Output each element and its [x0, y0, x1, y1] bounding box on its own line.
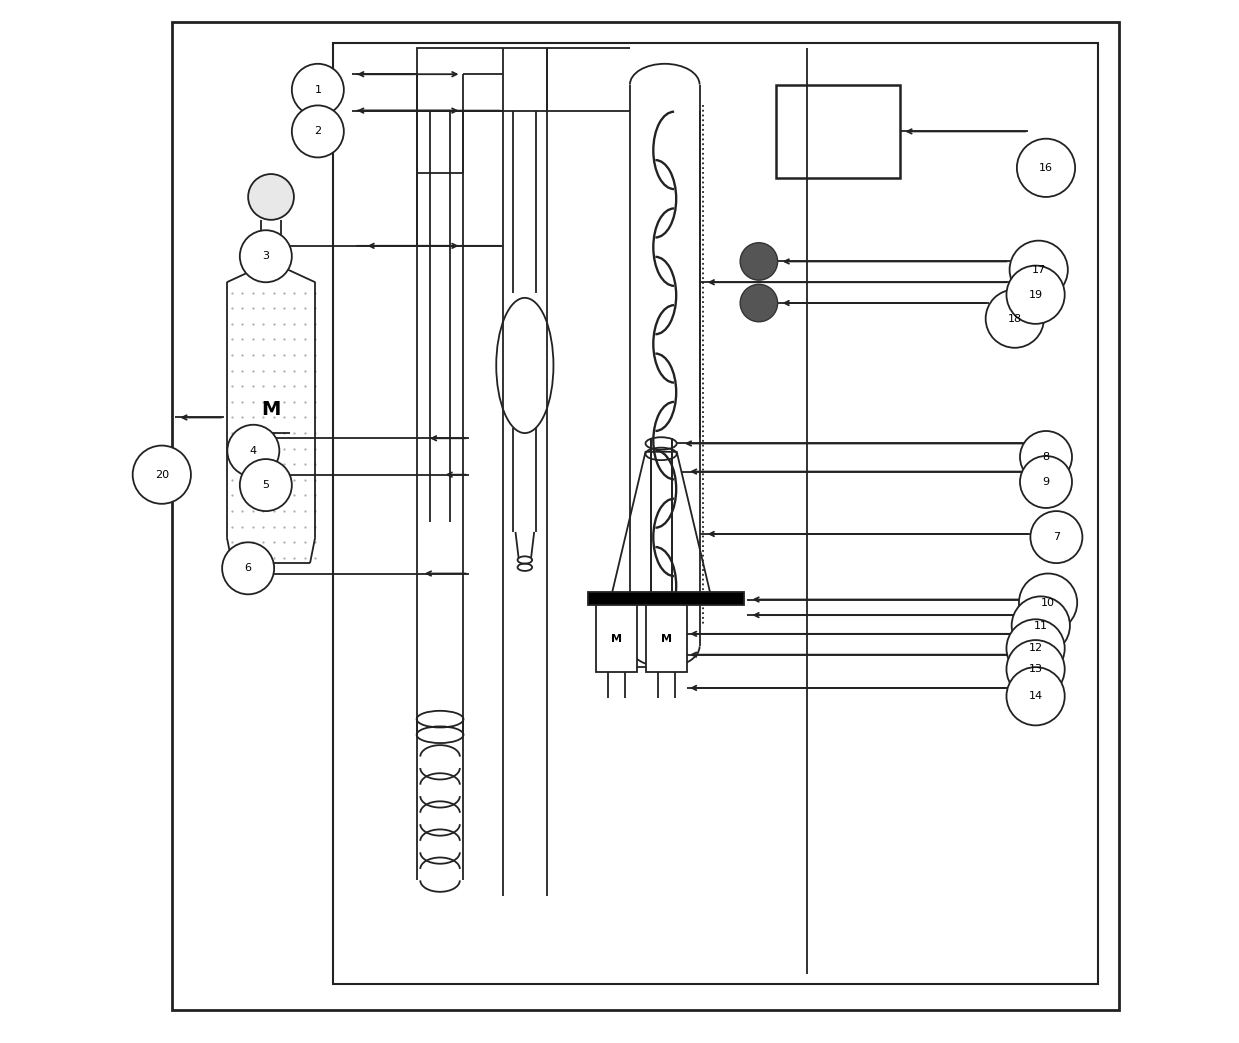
- Bar: [776, 84, 901, 178]
- Text: 9: 9: [1042, 477, 1049, 487]
- Circle shape: [1018, 574, 1077, 632]
- Circle shape: [1031, 511, 1083, 563]
- Circle shape: [240, 231, 292, 283]
- Text: 4: 4: [250, 445, 256, 456]
- Circle shape: [1006, 668, 1064, 725]
- Circle shape: [1017, 139, 1075, 197]
- Text: 3: 3: [263, 251, 269, 261]
- Circle shape: [740, 243, 778, 281]
- Bar: [589, 592, 745, 605]
- Text: 5: 5: [263, 480, 269, 490]
- Bar: [416, 48, 546, 111]
- Circle shape: [240, 459, 292, 511]
- Bar: [596, 605, 637, 673]
- Circle shape: [248, 174, 294, 220]
- Circle shape: [1020, 456, 1072, 508]
- Text: 8: 8: [1042, 452, 1049, 462]
- Text: 10: 10: [1041, 598, 1056, 608]
- Text: 6: 6: [244, 563, 252, 574]
- Bar: [646, 605, 688, 673]
- Text: 20: 20: [155, 469, 169, 480]
- Circle shape: [1006, 266, 1064, 324]
- Bar: [333, 43, 1098, 985]
- Circle shape: [1010, 241, 1068, 299]
- Circle shape: [292, 105, 344, 157]
- Text: 7: 7: [1053, 532, 1059, 542]
- Circle shape: [1006, 620, 1064, 678]
- Circle shape: [1006, 640, 1064, 699]
- Circle shape: [1020, 431, 1072, 483]
- Text: 16: 16: [1040, 163, 1053, 173]
- Text: 18: 18: [1007, 314, 1022, 323]
- Text: 13: 13: [1028, 664, 1042, 674]
- Text: 2: 2: [315, 126, 321, 137]
- Text: 14: 14: [1028, 692, 1043, 701]
- Text: M: M: [261, 401, 281, 419]
- Circle shape: [986, 290, 1044, 347]
- Text: 11: 11: [1033, 621, 1048, 631]
- Circle shape: [222, 542, 274, 595]
- Circle shape: [133, 445, 191, 504]
- Circle shape: [227, 425, 279, 477]
- Text: 17: 17: [1032, 265, 1046, 274]
- Text: M: M: [660, 633, 672, 644]
- Circle shape: [740, 285, 778, 322]
- Text: 19: 19: [1028, 290, 1043, 299]
- Circle shape: [1012, 597, 1070, 655]
- Text: 12: 12: [1028, 644, 1043, 653]
- Circle shape: [292, 64, 344, 116]
- Text: 1: 1: [315, 84, 321, 95]
- Text: M: M: [611, 633, 622, 644]
